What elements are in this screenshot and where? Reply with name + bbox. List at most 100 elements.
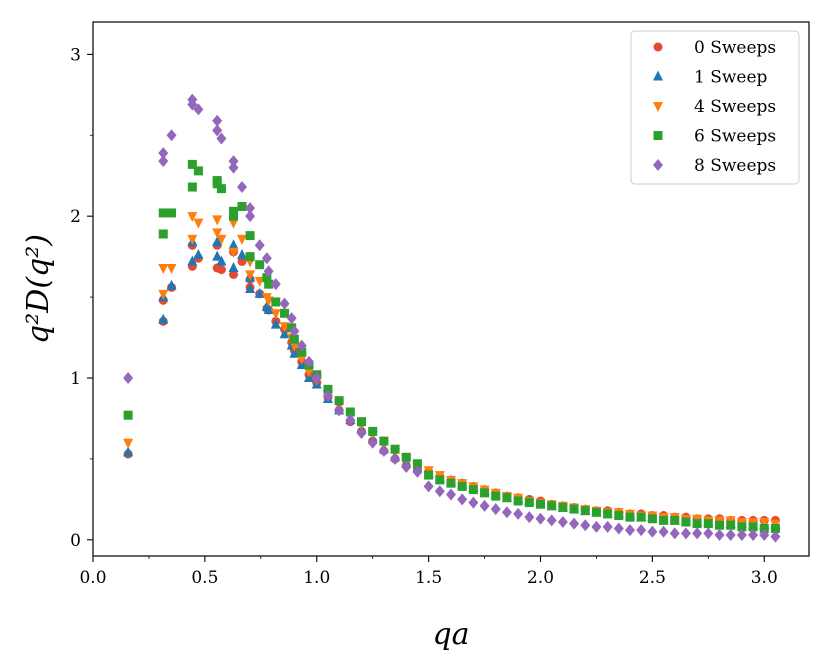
data-point — [187, 159, 197, 169]
data-point — [580, 506, 590, 516]
data-point — [166, 129, 177, 142]
x-tick-label: 0.5 — [191, 568, 218, 588]
y-axis-label: q²D(q²) — [21, 234, 56, 344]
data-point — [255, 260, 265, 270]
data-point — [158, 155, 169, 168]
data-point — [187, 255, 198, 266]
data-point — [263, 304, 274, 315]
data-point — [245, 252, 255, 262]
data-point — [287, 323, 297, 333]
data-point — [123, 372, 134, 384]
x-tick-label: 0.0 — [79, 568, 106, 588]
data-point — [748, 528, 759, 541]
data-point — [228, 239, 239, 250]
data-point — [368, 426, 378, 436]
data-point — [569, 517, 580, 530]
data-point — [457, 481, 467, 491]
data-point — [167, 208, 177, 218]
data-point — [187, 182, 197, 192]
x-tick-label: 1.5 — [415, 568, 442, 588]
data-point — [759, 518, 770, 529]
data-point — [434, 485, 445, 498]
data-point — [245, 270, 256, 281]
data-point — [524, 511, 535, 524]
legend-marker — [653, 102, 663, 112]
data-point — [546, 514, 557, 527]
data-point — [401, 461, 412, 473]
data-point — [323, 384, 333, 394]
data-point — [736, 528, 747, 541]
legend-label: 0 Sweeps — [694, 38, 776, 58]
data-point — [212, 176, 222, 186]
data-point — [261, 252, 272, 265]
data-point — [535, 512, 546, 525]
data-point — [725, 528, 736, 541]
data-point — [166, 279, 177, 290]
data-point — [216, 184, 226, 194]
data-point — [212, 236, 223, 247]
data-point — [357, 417, 366, 427]
data-point — [271, 297, 281, 307]
x-tick-label: 2.5 — [639, 568, 666, 588]
data-point — [237, 181, 248, 194]
data-point — [412, 459, 422, 469]
data-point — [158, 208, 168, 218]
data-point — [536, 499, 545, 509]
data-point — [228, 161, 239, 174]
data-point — [480, 488, 490, 498]
data-point — [334, 404, 345, 417]
data-point — [367, 436, 378, 449]
data-point — [390, 452, 401, 465]
data-point — [770, 530, 781, 543]
data-point — [229, 211, 239, 221]
y-tick-label: 2 — [70, 207, 81, 227]
data-point — [228, 247, 239, 258]
data-point — [303, 367, 314, 378]
data-point — [123, 446, 134, 457]
data-point — [193, 103, 204, 116]
data-point — [187, 98, 198, 111]
data-point — [658, 525, 669, 538]
data-point — [279, 328, 290, 339]
data-point — [759, 523, 769, 533]
y-tick-label: 1 — [70, 369, 81, 389]
data-point — [401, 452, 411, 462]
data-point — [263, 265, 274, 278]
data-point — [726, 520, 736, 530]
data-point — [237, 201, 247, 211]
data-point — [303, 355, 314, 368]
data-point — [681, 517, 691, 527]
data-point — [322, 389, 333, 402]
data-point — [212, 250, 223, 261]
data-point — [625, 524, 635, 537]
data-point — [264, 279, 274, 289]
data-point — [262, 273, 272, 283]
data-point — [715, 520, 724, 530]
y-tick-label: 0 — [70, 531, 81, 551]
data-point — [297, 347, 307, 357]
data-point — [229, 269, 239, 279]
data-point — [245, 283, 256, 293]
data-point — [193, 218, 204, 229]
data-point — [187, 234, 198, 245]
data-point — [289, 341, 300, 352]
data-point — [479, 499, 490, 512]
data-point — [212, 114, 223, 127]
data-point — [289, 347, 300, 358]
legend-label: 4 Sweeps — [694, 97, 776, 117]
data-point — [296, 339, 307, 352]
data-point — [245, 202, 256, 215]
data-point — [228, 261, 239, 272]
data-point — [569, 504, 579, 514]
legend-marker — [653, 131, 663, 140]
data-point — [158, 147, 169, 160]
y-axis-ticks: 0 1 2 3 — [70, 45, 93, 551]
data-point — [703, 519, 713, 529]
data-point — [603, 509, 613, 519]
data-point — [334, 396, 344, 406]
data-point — [237, 234, 248, 245]
data-point — [501, 506, 512, 519]
data-point — [647, 525, 658, 538]
data-point — [759, 528, 770, 541]
